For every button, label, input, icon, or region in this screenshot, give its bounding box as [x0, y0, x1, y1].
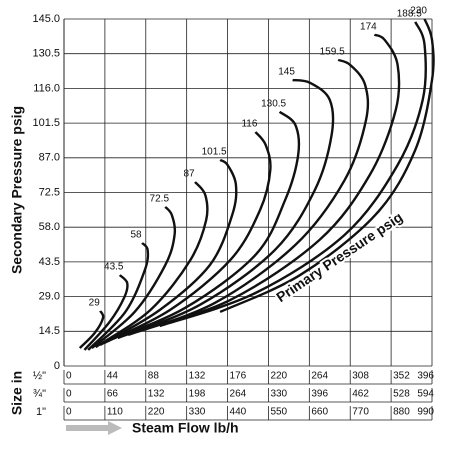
y-tick-label: 14.5: [39, 325, 60, 337]
curve: [127, 58, 370, 337]
curve: [83, 274, 129, 351]
x-tick-label: 990: [417, 407, 434, 418]
curve: [99, 158, 238, 346]
x-tick-label: 528: [393, 389, 410, 400]
y-tick-label: 0: [54, 360, 60, 372]
curve: [78, 310, 105, 349]
x-tick-label: 396: [417, 371, 434, 382]
size-axis-label: ½": [33, 370, 46, 382]
x-axis-label: Steam Flow lb/h: [132, 420, 239, 436]
x-tick-label: 66: [107, 389, 119, 400]
x-tick-label: 220: [270, 371, 287, 382]
curve: [103, 131, 272, 345]
curve-label: 174: [360, 21, 377, 32]
curve-label: 29: [89, 298, 101, 309]
y-tick-label: 145.0: [32, 13, 60, 25]
x-tick-label: 264: [311, 371, 328, 382]
size-axis-label: ¾": [33, 388, 46, 400]
annotation: Primary Pressure psig: [273, 209, 405, 305]
curve-label: 87: [183, 169, 195, 180]
x-tick-label: 220: [148, 407, 165, 418]
y-tick-label: 29.0: [39, 291, 60, 303]
curve: [87, 242, 150, 351]
x-tick-label: 880: [393, 407, 410, 418]
curve: [159, 21, 427, 328]
x-tick-label: 198: [189, 389, 206, 400]
x-tick-label: 440: [230, 407, 247, 418]
x-tick-label: 660: [311, 407, 328, 418]
y-tick-label: 130.5: [32, 48, 60, 60]
x-tick-label: 594: [417, 389, 434, 400]
x-tick-label: 110: [107, 407, 123, 418]
x-tick-label: 132: [189, 371, 206, 382]
x-tick-label: 132: [148, 389, 165, 400]
curve-label: 159.5: [320, 47, 345, 58]
curve-label: 58: [130, 230, 142, 241]
size-axis-label: 1": [36, 406, 46, 418]
curve: [91, 206, 177, 349]
y-tick-label: 58.0: [39, 221, 60, 233]
curve-label: 43.5: [104, 262, 124, 273]
curve-label: 72.5: [150, 193, 170, 204]
curve-label: 188.5: [397, 9, 422, 20]
x-tick-label: 44: [107, 371, 119, 382]
x-tick-label: 550: [270, 407, 287, 418]
y-tick-label: 87.0: [39, 152, 60, 164]
curve: [219, 18, 435, 314]
curve-label: 230: [410, 6, 427, 17]
curve-label: 101.5: [202, 147, 227, 158]
x-tick-label: 264: [230, 389, 247, 400]
curve-label: 145: [278, 67, 295, 78]
curve: [139, 33, 401, 332]
x-tick-label: 0: [66, 389, 72, 400]
x-tick-label: 330: [189, 407, 206, 418]
x-tick-label: 176: [230, 371, 247, 382]
x-tick-label: 352: [393, 371, 410, 382]
size-label: Size in: [9, 371, 25, 415]
x-tick-label: 0: [66, 371, 72, 382]
x-tick-label: 0: [66, 407, 72, 418]
y-tick-label: 72.5: [39, 186, 60, 198]
y-tick-label: 43.5: [39, 256, 60, 268]
x-tick-label: 396: [311, 389, 328, 400]
y-tick-label: 116.0: [33, 82, 60, 94]
curve-label: 116: [241, 119, 257, 130]
x-tick-label: 88: [148, 371, 160, 382]
curve: [117, 78, 335, 340]
x-tick-label: 770: [352, 407, 369, 418]
flow-arrow: [66, 421, 122, 435]
y-axis-label: Secondary Pressure psig: [9, 106, 25, 274]
curve-label: 130.5: [261, 98, 286, 109]
curve: [109, 110, 301, 342]
x-tick-label: 462: [352, 389, 369, 400]
x-tick-label: 308: [352, 371, 369, 382]
x-tick-label: 330: [270, 389, 287, 400]
y-tick-label: 101.5: [32, 117, 60, 129]
curve: [94, 181, 209, 349]
